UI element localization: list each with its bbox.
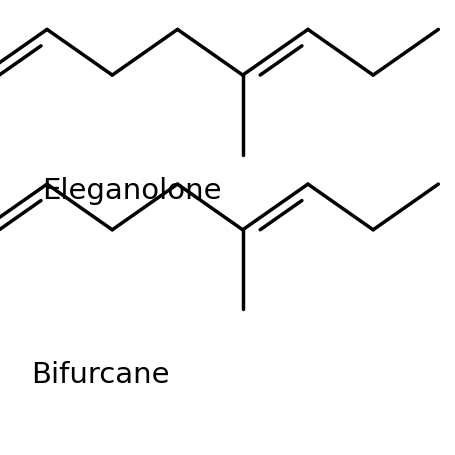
Text: Eleganolone: Eleganolone <box>42 177 222 205</box>
Text: Bifurcane: Bifurcane <box>31 361 169 389</box>
